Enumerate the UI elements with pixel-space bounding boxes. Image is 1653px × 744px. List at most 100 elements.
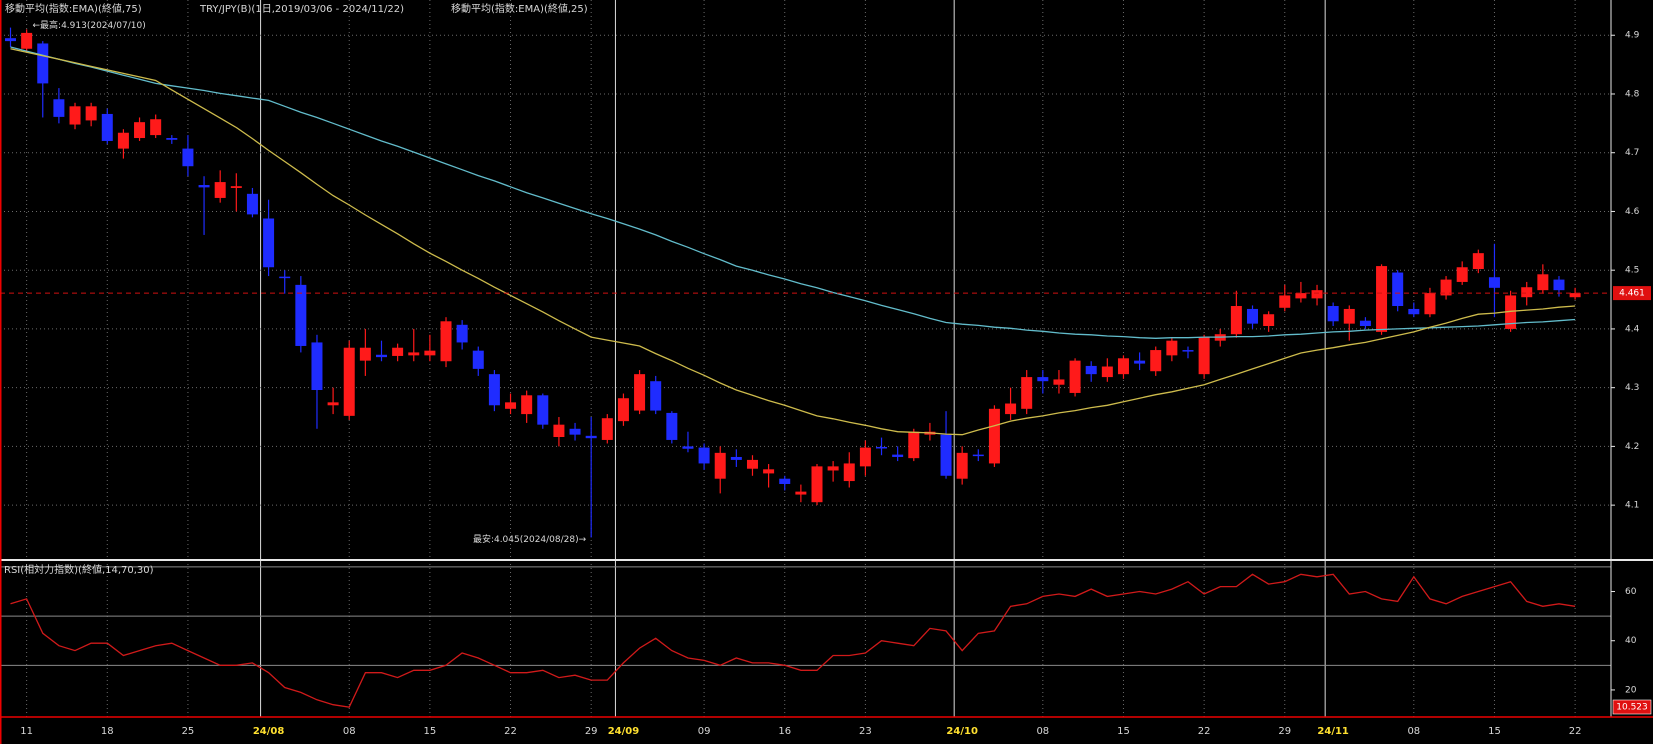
candle-body (214, 182, 226, 198)
candle-body (956, 452, 968, 479)
y-tick-label: 4.7 (1625, 148, 1639, 158)
rsi-box (1612, 699, 1652, 715)
candle-body (666, 412, 678, 440)
x-tick-label: 15 (424, 726, 437, 737)
candle-body (1150, 350, 1162, 372)
candle-body (876, 446, 888, 449)
candle-body (1166, 340, 1178, 356)
candle-body (134, 122, 146, 139)
candle-body (1376, 266, 1388, 332)
candle-body (85, 106, 97, 121)
candle-body (1085, 365, 1097, 375)
x-tick-label: 16 (778, 726, 791, 737)
candle-body (1263, 314, 1275, 326)
candle-body (408, 352, 420, 356)
x-tick-label: 22 (1569, 726, 1582, 737)
candle-body (1343, 308, 1355, 324)
candle-body (537, 395, 549, 425)
candle-body (1117, 358, 1129, 375)
candle-body (682, 446, 694, 449)
candle-body (150, 119, 162, 136)
candle-body (1521, 287, 1533, 298)
ema-line (10, 48, 1576, 436)
candle-body (859, 447, 871, 467)
candle-body (424, 350, 436, 356)
y-tick-label: 4.2 (1625, 442, 1639, 452)
candle-body (1408, 308, 1420, 315)
x-tick-label: 18 (101, 726, 114, 737)
candle-body (1101, 366, 1113, 378)
y-tick-label: 4.5 (1625, 266, 1639, 276)
candle-body (521, 395, 533, 415)
candle-body (811, 466, 823, 503)
candle-body (1359, 320, 1371, 326)
candle-body (1553, 279, 1565, 291)
candle-body (698, 447, 710, 464)
candle-body (1279, 295, 1291, 308)
candle-body (117, 132, 129, 149)
candle-body (988, 408, 1000, 464)
x-tick-label: 11 (20, 726, 33, 737)
legend-ema25: 移動平均(指数:EMA)(終値,25) (451, 2, 588, 15)
last-price-box (1613, 286, 1651, 301)
candle-body (1021, 377, 1033, 409)
rsi-box-label: 10.523 (1616, 703, 1648, 713)
candle-body (1424, 293, 1436, 315)
candle-body (827, 466, 839, 471)
x-tick-label: 09 (698, 726, 711, 737)
rsi-line (10, 573, 1576, 708)
candle-body (972, 454, 984, 457)
y-tick-label: 4.3 (1625, 383, 1639, 393)
x-tick-label: 24/09 (608, 726, 640, 737)
candle-body (601, 418, 613, 440)
candle-body (1053, 379, 1065, 385)
low-annotation: 最安:4.045(2024/08/28)→ (473, 533, 587, 545)
high-annotation: ←最高:4.913(2024/07/10) (33, 19, 146, 31)
candle-body (1456, 267, 1468, 282)
candle-body (1472, 253, 1484, 270)
ema-line (10, 46, 1576, 339)
candle-body (327, 402, 339, 406)
candle-body (617, 398, 629, 422)
candle-body (843, 463, 855, 482)
candle-body (553, 424, 565, 438)
candle-body (1311, 290, 1323, 299)
candle-body (763, 469, 775, 474)
x-tick-label: 22 (1198, 726, 1211, 737)
x-tick-label: 22 (504, 726, 517, 737)
candle-body (182, 148, 194, 167)
candle-body (1230, 306, 1242, 335)
x-tick-label: 15 (1117, 726, 1130, 737)
y-tick-label: 4.9 (1625, 31, 1640, 41)
candle-body (37, 43, 49, 84)
candle-body (569, 428, 581, 435)
candle-body (892, 454, 904, 457)
y-tick-label: 20 (1625, 685, 1637, 695)
candle-body (488, 374, 500, 406)
candle-body (779, 478, 791, 484)
x-tick-label: 23 (859, 726, 872, 737)
candle-body (456, 324, 468, 343)
candle-body (505, 402, 517, 409)
candle-body (230, 186, 242, 188)
candle-body (246, 193, 258, 215)
candle-body (472, 350, 484, 369)
x-tick-label: 15 (1488, 726, 1501, 737)
y-tick-label: 4.8 (1625, 89, 1640, 99)
candle-body (21, 32, 33, 49)
candle-body (295, 284, 307, 346)
candle-body (198, 185, 210, 188)
candle-body (392, 347, 404, 356)
x-tick-label: 08 (1407, 726, 1420, 737)
candle-body (1505, 295, 1517, 329)
candle-body (1005, 403, 1017, 415)
candle-body (940, 434, 952, 476)
candle-body (1069, 360, 1081, 393)
candle-body (1182, 350, 1194, 352)
legend-ema75: 移動平均(指数:EMA)(終値,75) (5, 2, 142, 15)
candle-body (53, 99, 65, 117)
candle-body (440, 321, 452, 362)
candle-body (1327, 306, 1339, 322)
